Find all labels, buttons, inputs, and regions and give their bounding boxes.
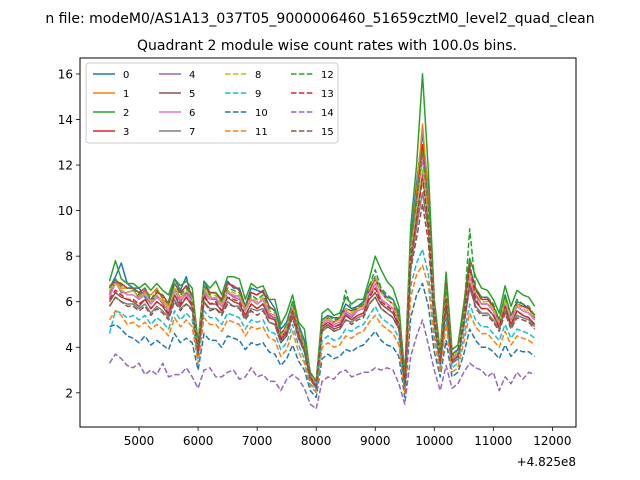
y-tick-label: 14 xyxy=(58,113,73,127)
x-tick-label: 8000 xyxy=(301,434,332,448)
series-line-11 xyxy=(108,264,536,394)
y-tick-label: 12 xyxy=(58,159,73,173)
x-tick-label: 9000 xyxy=(360,434,391,448)
legend-label-9: 9 xyxy=(255,89,261,100)
series-line-12 xyxy=(108,150,536,383)
y-tick-label: 8 xyxy=(65,250,73,264)
figure-suptitle: n file: modeM0/AS1A13_037T05_9000006460_… xyxy=(45,11,594,27)
series-layer xyxy=(108,73,536,410)
chart-title: Quadrant 2 module wise count rates with … xyxy=(137,38,517,54)
legend-label-11: 11 xyxy=(255,127,268,138)
y-tick-label: 2 xyxy=(65,386,73,400)
y-tick-label: 4 xyxy=(65,341,73,355)
series-line-9 xyxy=(108,248,536,392)
series-line-10 xyxy=(109,282,536,399)
y-tick-label: 16 xyxy=(58,67,73,81)
legend-label-3: 3 xyxy=(123,127,129,138)
legend-box xyxy=(85,62,339,144)
x-axis-offset-label: +4.825e8 xyxy=(517,455,576,469)
series-line-14 xyxy=(108,319,535,410)
x-axis: 5000 6000 7000 8000 9000 10000 11000 12000 xyxy=(124,427,571,448)
x-tick-label: 5000 xyxy=(124,434,155,448)
plot-frame xyxy=(79,57,577,428)
legend-label-13: 13 xyxy=(321,89,334,100)
y-tick-label: 10 xyxy=(58,204,73,218)
legend-label-12: 12 xyxy=(321,70,334,81)
legend-label-6: 6 xyxy=(189,108,195,119)
x-tick-label: 11000 xyxy=(474,434,512,448)
legend-label-1: 1 xyxy=(123,89,129,100)
x-tick-label: 12000 xyxy=(533,434,571,448)
legend-label-10: 10 xyxy=(255,108,268,119)
series-line-15 xyxy=(108,203,536,390)
y-axis: 2 4 6 8 10 12 14 16 xyxy=(58,67,80,400)
series-line-2 xyxy=(108,73,536,383)
x-tick-label: 6000 xyxy=(183,434,214,448)
legend-label-5: 5 xyxy=(189,89,195,100)
legend-label-4: 4 xyxy=(189,70,195,81)
legend-label-7: 7 xyxy=(189,127,195,138)
x-tick-label: 10000 xyxy=(415,434,453,448)
y-tick-label: 6 xyxy=(65,295,73,309)
legend-label-2: 2 xyxy=(123,108,129,119)
x-tick-label: 7000 xyxy=(242,434,273,448)
legend-label-8: 8 xyxy=(255,70,261,81)
legend-label-0: 0 xyxy=(123,70,129,81)
legend-label-14: 14 xyxy=(321,108,334,119)
legend-label-15: 15 xyxy=(321,127,334,138)
